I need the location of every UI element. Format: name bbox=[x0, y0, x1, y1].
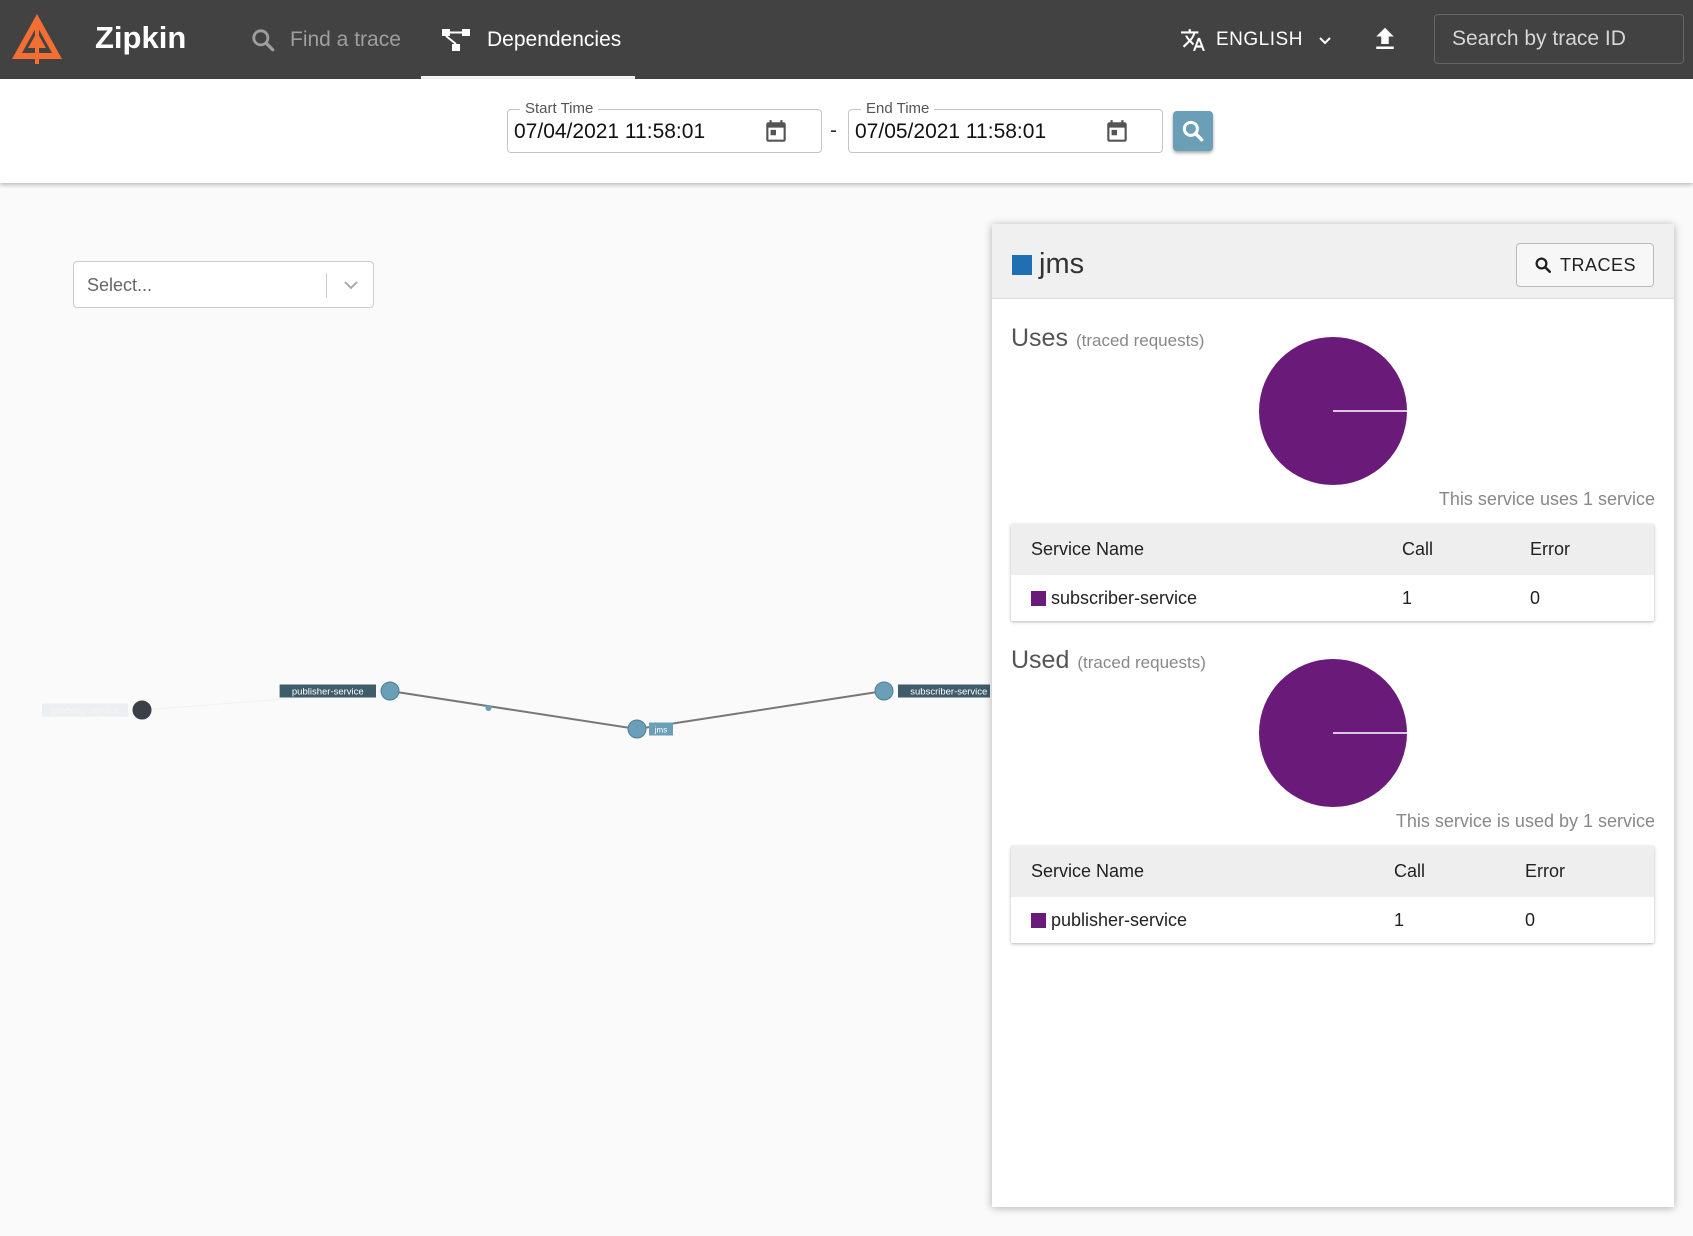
uses-pie-chart bbox=[1259, 337, 1407, 485]
edge-publisher-service-to-jms[interactable] bbox=[389, 690, 638, 730]
table-row[interactable]: subscriber-service 1 0 bbox=[1011, 575, 1654, 621]
call-count-cell: 1 bbox=[1402, 587, 1413, 608]
end-time-label: End Time bbox=[861, 100, 935, 117]
node-label: subscriber-service bbox=[910, 687, 987, 698]
uses-subtitle: (traced requests) bbox=[1075, 331, 1205, 350]
calendar-icon[interactable] bbox=[763, 119, 789, 145]
end-time-value[interactable]: 07/05/2021 11:58:01 bbox=[855, 120, 1047, 143]
error-count-cell: 0 bbox=[1530, 587, 1541, 608]
service-name-cell: subscriber-service bbox=[1031, 575, 1197, 621]
column-header-call: Call bbox=[1394, 861, 1426, 881]
select-placeholder: Select... bbox=[87, 275, 153, 295]
column-header-error: Error bbox=[1525, 861, 1565, 881]
node-label: jms bbox=[654, 726, 667, 735]
trace-id-search-input[interactable] bbox=[1434, 14, 1684, 64]
traffic-particle bbox=[485, 705, 492, 711]
chevron-down-icon bbox=[1319, 36, 1331, 44]
table-header: Service Name Call Error bbox=[1011, 846, 1654, 897]
start-time-label: Start Time bbox=[520, 100, 599, 117]
top-app-bar: Zipkin Find a trace Dependencies ENGLISH bbox=[0, 0, 1693, 79]
used-section-title: Used (traced requests) bbox=[1011, 646, 1206, 675]
node-label: publisher-service bbox=[292, 687, 364, 698]
column-header-call: Call bbox=[1402, 539, 1434, 559]
selected-service-name: jms bbox=[1039, 248, 1085, 280]
nav-dependencies-label: Dependencies bbox=[487, 27, 622, 51]
edge-jms-to-subscriber-service[interactable] bbox=[636, 690, 885, 730]
table-header: Service Name Call Error bbox=[1011, 524, 1654, 575]
nav-dependencies[interactable]: Dependencies bbox=[421, 0, 635, 79]
service-filter-select[interactable]: Select... bbox=[73, 261, 374, 308]
node-circle[interactable] bbox=[874, 681, 894, 701]
column-header-service-name: Service Name bbox=[1031, 861, 1145, 881]
language-label: ENGLISH bbox=[1216, 28, 1303, 50]
nav-find-trace[interactable]: Find a trace bbox=[250, 0, 401, 79]
used-pie-chart bbox=[1259, 659, 1407, 807]
used-subtitle: (traced requests) bbox=[1077, 653, 1206, 672]
node-circle[interactable] bbox=[380, 681, 400, 701]
error-count-cell: 0 bbox=[1525, 909, 1536, 930]
uses-caption: This service uses 1 service bbox=[1438, 489, 1655, 509]
uses-table: Service Name Call Error subscriber-servi… bbox=[1011, 524, 1654, 621]
node-circle[interactable] bbox=[627, 719, 647, 739]
nav-find-trace-label: Find a trace bbox=[290, 27, 401, 51]
node-label-background bbox=[42, 703, 128, 717]
start-time-field[interactable]: Start Time 07/04/2021 11:58:01 bbox=[507, 100, 822, 153]
search-dependencies-button[interactable] bbox=[1173, 111, 1213, 151]
translate-icon bbox=[1181, 28, 1205, 51]
table-row[interactable]: publisher-service 1 0 bbox=[1011, 897, 1654, 943]
node-label-background bbox=[898, 684, 990, 698]
service-name-cell: publisher-service bbox=[1031, 897, 1187, 943]
chevron-down-icon[interactable] bbox=[342, 276, 360, 294]
node-label-background bbox=[279, 684, 376, 698]
service-name: publisher-service bbox=[1051, 909, 1188, 930]
dependencies-icon bbox=[442, 28, 470, 51]
date-separator: - bbox=[830, 119, 837, 142]
call-count-cell: 1 bbox=[1394, 909, 1405, 930]
traces-button-label: TRACES bbox=[1559, 254, 1636, 275]
date-range-bar: Start Time 07/04/2021 11:58:01 - End Tim… bbox=[0, 79, 1693, 183]
search-icon bbox=[252, 28, 275, 51]
column-header-service-name: Service Name bbox=[1031, 539, 1145, 559]
upload-icon[interactable] bbox=[1370, 24, 1400, 54]
end-time-field[interactable]: End Time 07/05/2021 11:58:01 bbox=[848, 100, 1163, 153]
service-detail-panel: jms TRACES Uses (traced requests) This se… bbox=[992, 224, 1674, 1207]
panel-header: jms TRACES bbox=[992, 224, 1674, 299]
calendar-icon[interactable] bbox=[1104, 119, 1130, 145]
node-label: gateway-service bbox=[51, 706, 120, 717]
zipkin-logo-icon[interactable] bbox=[10, 12, 64, 66]
search-icon bbox=[1182, 120, 1204, 142]
select-divider bbox=[326, 273, 327, 298]
used-title: Used bbox=[1011, 646, 1070, 674]
search-icon bbox=[1535, 257, 1552, 274]
graph-node-gateway-service[interactable]: gateway-service bbox=[42, 700, 152, 720]
service-name: subscriber-service bbox=[1051, 587, 1198, 608]
active-tab-indicator bbox=[421, 76, 635, 79]
traces-button[interactable]: TRACES bbox=[1516, 243, 1654, 287]
service-color-swatch bbox=[1012, 255, 1032, 275]
app-title[interactable]: Zipkin bbox=[95, 20, 187, 55]
used-table: Service Name Call Error publisher-servic… bbox=[1011, 846, 1654, 943]
graph-node-jms[interactable]: jms bbox=[627, 719, 673, 739]
graph-node-subscriber-service[interactable]: subscriber-service bbox=[874, 681, 990, 701]
language-selector[interactable]: ENGLISH bbox=[1180, 0, 1333, 79]
graph-node-publisher-service[interactable]: publisher-service bbox=[279, 681, 400, 701]
node-label-background bbox=[649, 722, 673, 736]
dependency-graph[interactable]: gateway-service publisher-service jms subsc… bbox=[0, 183, 990, 1236]
used-caption: This service is used by 1 service bbox=[1395, 811, 1655, 831]
service-color-swatch bbox=[1031, 912, 1046, 928]
uses-title: Uses bbox=[1011, 324, 1068, 352]
column-header-error: Error bbox=[1530, 539, 1570, 559]
uses-section-title: Uses (traced requests) bbox=[1011, 324, 1204, 353]
service-color-swatch bbox=[1031, 590, 1046, 606]
node-circle[interactable] bbox=[132, 700, 152, 720]
start-time-value[interactable]: 07/04/2021 11:58:01 bbox=[514, 120, 706, 143]
